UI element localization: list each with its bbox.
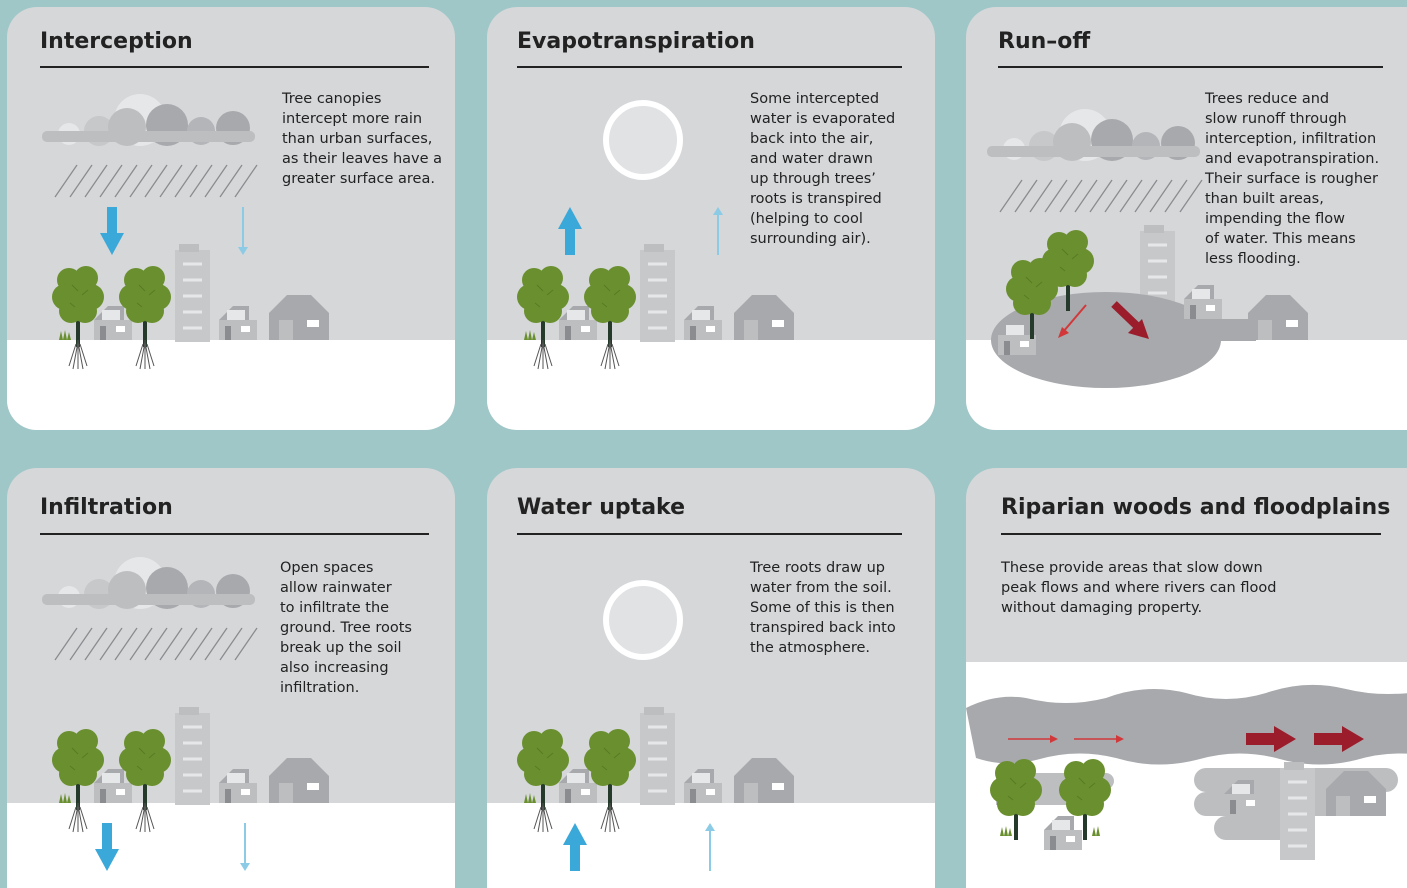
card-title: Infiltration (40, 495, 173, 520)
card-text: transpired back into (750, 620, 896, 636)
card-text: Trees reduce and (1204, 91, 1329, 107)
card-text: Tree roots draw up (749, 560, 885, 576)
card-text: the atmosphere. (750, 640, 870, 656)
card-background (966, 468, 1407, 888)
card-text: (helping to cool (750, 211, 863, 227)
card-text: ground. Tree roots (280, 620, 412, 636)
card-text: than urban surfaces, (282, 131, 432, 147)
card-text: surrounding air). (750, 231, 871, 247)
card-title: Riparian woods and floodplains (1001, 495, 1390, 520)
card-text: slow runoff through (1205, 111, 1347, 127)
card-background (487, 7, 935, 430)
card-text: without damaging property. (1001, 600, 1202, 616)
card: Water uptake Tree roots draw up water fro… (487, 468, 935, 888)
card-text: interception, infiltration (1205, 131, 1376, 147)
card-title: Evapotranspiration (517, 29, 755, 54)
card-text: back into the air, (750, 131, 873, 147)
card-text: water from the soil. (750, 580, 892, 596)
arrow (1111, 301, 1141, 330)
card-text: water is evaporated (750, 111, 895, 127)
card-text: Open spaces (280, 560, 373, 576)
card-text: These provide areas that slow down (1000, 560, 1263, 576)
card-text: Some of this is then (750, 600, 895, 616)
card: Riparian woods and floodplains These pro… (966, 468, 1407, 888)
card-text: than built areas, (1205, 191, 1324, 207)
card-background (7, 468, 455, 888)
card-title: Water uptake (517, 495, 685, 520)
card-text: break up the soil (280, 640, 402, 656)
card-text: less flooding. (1205, 251, 1301, 267)
sun (606, 103, 680, 177)
sun (606, 583, 680, 657)
card-text: Their surface is rougher (1204, 171, 1378, 187)
card-text: greater surface area. (282, 171, 435, 187)
ground-shape (1196, 319, 1256, 341)
card-text: allow rainwater (280, 580, 392, 596)
flow-arrows (1008, 726, 1364, 752)
card: Interception Tree canopies intercept more… (7, 7, 455, 430)
card-text: and water drawn (750, 151, 873, 167)
arrow-head (1058, 327, 1069, 338)
card-text: up through trees’ (750, 171, 876, 187)
card-background (7, 7, 455, 430)
grass (1000, 826, 1100, 836)
building (1278, 760, 1317, 862)
card-title: Run–off (998, 29, 1091, 54)
card-text: and evapotranspiration. (1205, 151, 1379, 167)
card-text: Tree canopies (281, 91, 381, 107)
card: Infiltration Open spaces allow rainwater t… (7, 468, 455, 888)
hill (991, 292, 1221, 388)
arrow-head (1128, 319, 1149, 339)
card-text: Some intercepted (750, 91, 879, 107)
card-background (487, 468, 935, 888)
arrow (1062, 304, 1087, 333)
card-text: also increasing (280, 660, 389, 676)
card-text: of water. This means (1205, 231, 1356, 247)
card-text: infiltration. (280, 680, 359, 696)
card: Evapotranspiration Some intercepted water… (487, 7, 935, 430)
card-text: intercept more rain (282, 111, 422, 127)
card-text: roots is transpired (750, 191, 882, 207)
card: Run–off Trees reduce and slow runoff thro… (966, 7, 1407, 430)
card-text: as their leaves have a (282, 151, 442, 167)
card-text: impending the flow (1205, 211, 1345, 227)
card-text: peak flows and where rivers can flood (1001, 580, 1276, 596)
card-title: Interception (40, 29, 193, 54)
card-text: to infiltrate the (280, 600, 389, 616)
